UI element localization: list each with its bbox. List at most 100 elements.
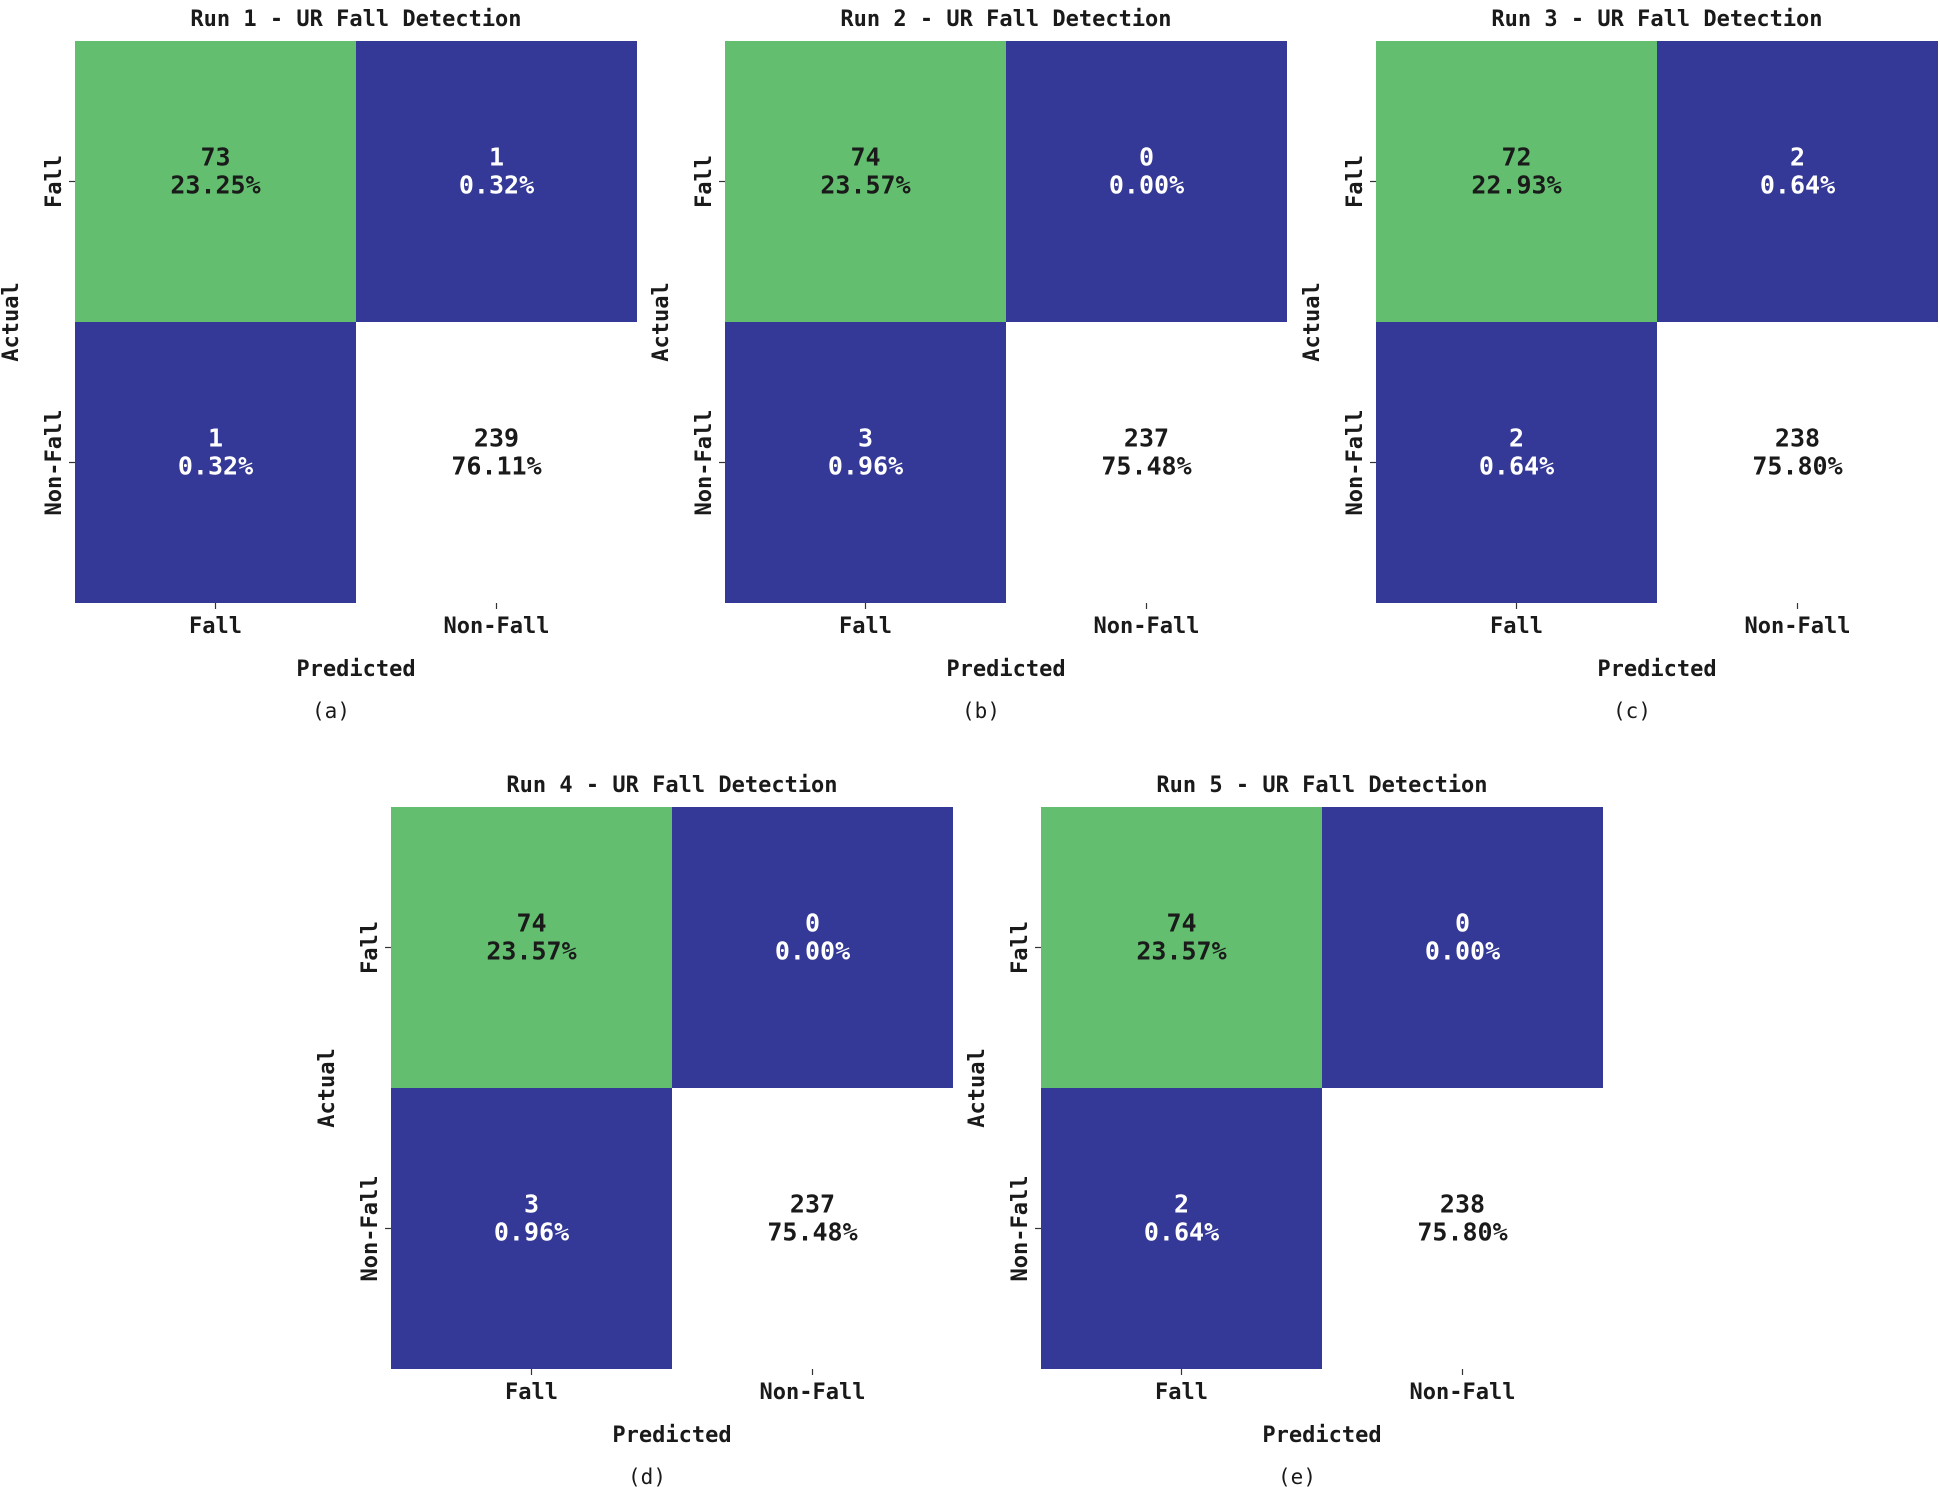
- x-axis-label: Predicted: [1262, 1423, 1381, 1448]
- cell-percentage-label: 22.93%: [1471, 171, 1561, 200]
- cell-percentage-label: 75.80%: [1417, 1218, 1507, 1247]
- cell-percentage-label: 0.96%: [828, 452, 903, 481]
- x-tick-label: Non-Fall: [1410, 1380, 1516, 1405]
- cell-percentage-label: 75.80%: [1752, 452, 1842, 481]
- cell-percentage-label: 23.25%: [170, 171, 260, 200]
- chart-title: Run 3 - UR Fall Detection: [1491, 7, 1822, 32]
- cell-count-label: 237: [790, 1190, 835, 1219]
- y-axis-label: Actual: [965, 1048, 990, 1127]
- confusion-matrix-run-1: Run 1 - UR Fall Detection7323.25%10.32%1…: [0, 7, 637, 723]
- y-tick-label: Fall: [1343, 155, 1368, 208]
- x-tick-label: Fall: [839, 614, 892, 639]
- x-axis-label: Predicted: [612, 1423, 731, 1448]
- heatmap-cell-non-fall-non-fall: [672, 1088, 953, 1369]
- cell-count-label: 3: [858, 424, 873, 453]
- cell-count-label: 0: [805, 909, 820, 938]
- heatmap-cell-non-fall-non-fall: [1657, 322, 1938, 603]
- subfigure-caption: (e): [1278, 1465, 1316, 1487]
- cell-percentage-label: 0.32%: [178, 452, 253, 481]
- cell-count-label: 1: [489, 143, 504, 172]
- heatmap-cell-non-fall-fall: [75, 322, 356, 603]
- y-tick-label: Non-Fall: [358, 1176, 383, 1282]
- cell-count-label: 238: [1440, 1190, 1485, 1219]
- confusion-matrix-run-3: Run 3 - UR Fall Detection7222.93%20.64%2…: [1300, 7, 1938, 723]
- subfigure-caption: (b): [962, 699, 1000, 723]
- y-axis-label: Actual: [1300, 282, 1325, 361]
- cell-count-label: 237: [1124, 424, 1169, 453]
- cell-percentage-label: 75.48%: [767, 1218, 857, 1247]
- heatmap-cell-fall-fall: [1376, 41, 1657, 322]
- heatmap-cell-fall-fall: [1041, 807, 1322, 1088]
- heatmap-cell-non-fall-non-fall: [356, 322, 637, 603]
- heatmap-cell-non-fall-fall: [725, 322, 1006, 603]
- cell-count-label: 3: [524, 1190, 539, 1219]
- cell-percentage-label: 0.64%: [1144, 1218, 1219, 1247]
- cell-count-label: 1: [208, 424, 223, 453]
- y-axis-label: Actual: [0, 282, 24, 361]
- x-tick-label: Non-Fall: [444, 614, 550, 639]
- heatmap-cell-non-fall-non-fall: [1322, 1088, 1603, 1369]
- cell-percentage-label: 76.11%: [451, 452, 541, 481]
- x-tick-label: Fall: [1155, 1380, 1208, 1405]
- subfigure-caption: (c): [1613, 699, 1651, 723]
- y-axis-label: Actual: [315, 1048, 340, 1127]
- chart-title: Run 5 - UR Fall Detection: [1156, 773, 1487, 798]
- x-tick-label: Non-Fall: [760, 1380, 866, 1405]
- cell-count-label: 72: [1501, 143, 1531, 172]
- heatmap-cell-fall-fall: [75, 41, 356, 322]
- cell-percentage-label: 0.96%: [494, 1218, 569, 1247]
- cell-percentage-label: 75.48%: [1101, 452, 1191, 481]
- y-tick-label: Fall: [42, 155, 67, 208]
- cell-count-label: 74: [1166, 909, 1196, 938]
- y-tick-label: Non-Fall: [42, 410, 67, 516]
- cell-count-label: 238: [1775, 424, 1820, 453]
- chart-title: Run 4 - UR Fall Detection: [506, 773, 837, 798]
- cell-percentage-label: 23.57%: [486, 937, 576, 966]
- x-tick-label: Non-Fall: [1094, 614, 1200, 639]
- cell-count-label: 74: [516, 909, 546, 938]
- cell-percentage-label: 0.64%: [1760, 171, 1835, 200]
- heatmap-cell-fall-non-fall: [1006, 41, 1287, 322]
- subfigure-caption: (d): [628, 1465, 666, 1487]
- y-tick-label: Non-Fall: [1343, 410, 1368, 516]
- cell-count-label: 0: [1139, 143, 1154, 172]
- cell-count-label: 2: [1174, 1190, 1189, 1219]
- y-tick-label: Non-Fall: [692, 410, 717, 516]
- cell-count-label: 2: [1790, 143, 1805, 172]
- cell-percentage-label: 0.32%: [459, 171, 534, 200]
- cell-percentage-label: 0.00%: [1425, 937, 1500, 966]
- y-axis-label: Actual: [649, 282, 674, 361]
- cell-count-label: 0: [1455, 909, 1470, 938]
- x-tick-label: Fall: [1490, 614, 1543, 639]
- cell-percentage-label: 0.64%: [1479, 452, 1554, 481]
- x-axis-label: Predicted: [946, 657, 1065, 682]
- x-tick-label: Fall: [505, 1380, 558, 1405]
- heatmap-cell-fall-fall: [391, 807, 672, 1088]
- subfigure-caption: (a): [312, 699, 350, 723]
- x-axis-label: Predicted: [296, 657, 415, 682]
- cell-count-label: 74: [850, 143, 880, 172]
- cell-count-label: 239: [474, 424, 519, 453]
- heatmap-cell-fall-non-fall: [1322, 807, 1603, 1088]
- heatmap-cell-non-fall-fall: [1041, 1088, 1322, 1369]
- heatmap-cell-non-fall-fall: [1376, 322, 1657, 603]
- cell-percentage-label: 0.00%: [775, 937, 850, 966]
- heatmap-cell-non-fall-fall: [391, 1088, 672, 1369]
- heatmap-cell-fall-fall: [725, 41, 1006, 322]
- y-tick-label: Fall: [692, 155, 717, 208]
- cell-count-label: 2: [1509, 424, 1524, 453]
- y-tick-label: Fall: [358, 921, 383, 974]
- cell-percentage-label: 23.57%: [820, 171, 910, 200]
- heatmap-cell-fall-non-fall: [672, 807, 953, 1088]
- y-tick-label: Non-Fall: [1008, 1176, 1033, 1282]
- cell-percentage-label: 0.00%: [1109, 171, 1184, 200]
- heatmap-cell-fall-non-fall: [356, 41, 637, 322]
- chart-title: Run 2 - UR Fall Detection: [840, 7, 1171, 32]
- x-axis-label: Predicted: [1597, 657, 1716, 682]
- heatmap-cell-fall-non-fall: [1657, 41, 1938, 322]
- cell-count-label: 73: [200, 143, 230, 172]
